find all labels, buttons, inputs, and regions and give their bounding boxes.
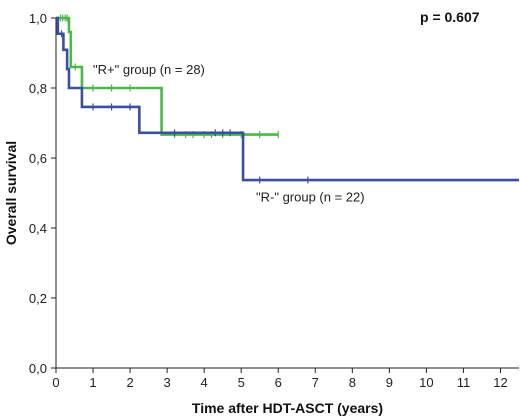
x-tick-label: 10 xyxy=(419,375,433,390)
x-tick-label: 12 xyxy=(493,375,507,390)
annotation-layer: "R+" group (n = 28) "R-" group (n = 22) xyxy=(93,62,365,205)
x-tick-label: 11 xyxy=(457,375,471,390)
x-tick-label: 5 xyxy=(238,375,245,390)
x-axis-title: Time after HDT-ASCT (years) xyxy=(192,400,383,416)
series-layer xyxy=(56,14,519,184)
x-tick-label: 4 xyxy=(201,375,208,390)
p-value-label: p = 0.607 xyxy=(420,9,480,25)
x-tick-label: 9 xyxy=(386,375,393,390)
x-tick-label: 8 xyxy=(349,375,356,390)
series-annotation-0: "R+" group (n = 28) xyxy=(93,62,205,77)
x-tick-label: 2 xyxy=(126,375,133,390)
y-ticks: 0,0 0,2 0,4 0,6 0,8 1,0 xyxy=(29,11,56,376)
x-ticks: 0 1 2 3 4 5 6 7 8 9 10 11 12 xyxy=(52,368,508,390)
y-tick-label: 0,6 xyxy=(29,151,47,166)
x-tick-label: 3 xyxy=(164,375,171,390)
series-annotation-1: "R-" group (n = 22) xyxy=(256,190,365,205)
y-tick-label: 0,0 xyxy=(29,361,47,376)
x-tick-label: 0 xyxy=(52,375,59,390)
y-tick-label: 0,8 xyxy=(29,81,47,96)
y-tick-label: 0,4 xyxy=(29,221,47,236)
x-tick-label: 6 xyxy=(275,375,282,390)
y-tick-label: 1,0 xyxy=(29,11,47,26)
series-line-1 xyxy=(56,16,519,182)
y-tick-label: 0,2 xyxy=(29,291,47,306)
axes xyxy=(55,18,519,369)
x-tick-label: 7 xyxy=(312,375,319,390)
x-tick-label: 1 xyxy=(89,375,96,390)
series-line-0 xyxy=(56,16,279,136)
y-axis-title: Overall survival xyxy=(3,141,19,245)
